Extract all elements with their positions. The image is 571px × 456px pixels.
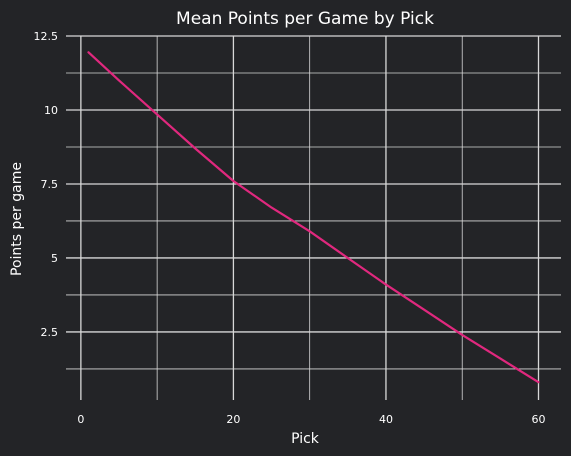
x-tick-label: 40 xyxy=(379,413,393,426)
chart-title: Mean Points per Game by Pick xyxy=(176,9,434,29)
y-tick-label: 12.5 xyxy=(34,30,59,43)
series-line xyxy=(87,51,540,384)
y-tick-label: 5 xyxy=(51,252,58,265)
series-layer xyxy=(87,51,540,384)
x-tick-label: 20 xyxy=(226,413,240,426)
tick-labels: 0 20 40 60 2.5 5 7.5 10 12.5 xyxy=(34,30,546,426)
y-tick-label: 10 xyxy=(44,104,58,117)
x-tick-label: 60 xyxy=(532,413,546,426)
y-tick-label: 7.5 xyxy=(41,178,59,191)
x-axis-label: Pick xyxy=(291,431,320,447)
y-axis-label: Points per game xyxy=(9,162,25,276)
grid xyxy=(66,35,561,400)
x-tick-label: 0 xyxy=(77,413,84,426)
y-tick-label: 2.5 xyxy=(41,326,59,339)
